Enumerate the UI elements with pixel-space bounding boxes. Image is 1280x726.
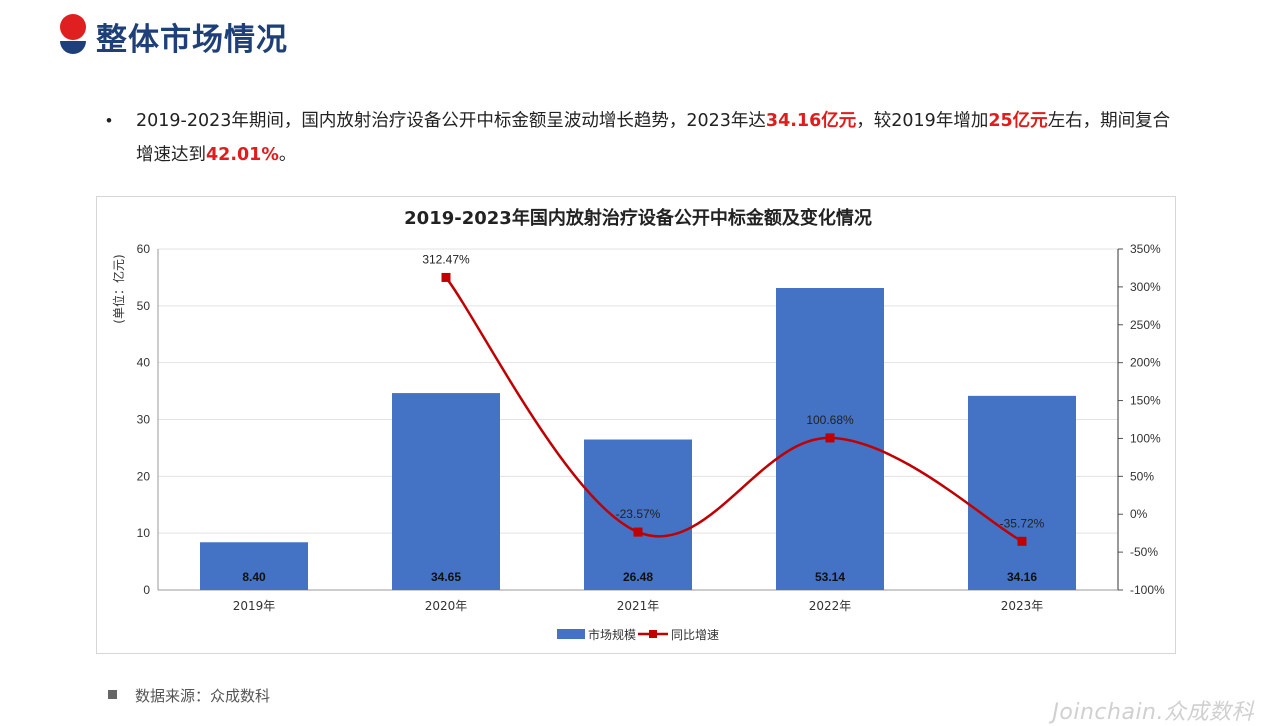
chart-container: 2019-2023年国内放射治疗设备公开中标金额及变化情况 0 10 20 30 40 50… <box>96 196 1176 654</box>
bullet-icon: • <box>106 111 112 130</box>
line-value-label: -35.72% <box>1000 516 1045 530</box>
summary-part: 2019-2023年期间，国内放射治疗设备公开中标金额呈波动增长趋势，2023年… <box>136 111 766 131</box>
x-tick-label: 2022年 <box>809 599 852 613</box>
y-tick-label-left: 10 <box>137 526 151 540</box>
growth-line <box>445 276 1023 543</box>
bar-value-label: 26.48 <box>623 570 653 584</box>
y-tick-label-left: 0 <box>143 583 150 597</box>
x-tick-label: 2023年 <box>1001 599 1044 613</box>
line-point <box>825 433 835 443</box>
y-tick-label-left: 20 <box>137 469 151 483</box>
legend-label-bar: 市场规模 <box>588 627 636 642</box>
y-tick-label-left: 50 <box>137 299 151 313</box>
x-tick-label: 2020年 <box>425 599 468 613</box>
legend-label-line: 同比增速 <box>671 628 719 642</box>
summary-text: 2019-2023年期间，国内放射治疗设备公开中标金额呈波动增长趋势，2023年… <box>136 104 1176 172</box>
x-tick-label: 2021年 <box>617 599 660 613</box>
y-axis-label: (单位：亿元) <box>111 254 126 323</box>
bar-value-label: 34.16 <box>1007 570 1037 584</box>
brand-watermark: Joinchain.众成数科 <box>1052 700 1254 725</box>
y-tick-label-left: 60 <box>137 242 151 256</box>
chart-svg: 2019-2023年国内放射治疗设备公开中标金额及变化情况 0 10 20 30 40 50… <box>111 207 1165 642</box>
summary-highlight: 42.01% <box>206 145 279 165</box>
y-tick-label-right: 0% <box>1130 507 1148 521</box>
summary-part: 。 <box>278 145 297 165</box>
square-icon <box>108 690 117 699</box>
y-tick-label-right: -50% <box>1130 545 1158 559</box>
bar <box>968 395 1076 590</box>
x-tick-label: 2019年 <box>233 599 276 613</box>
summary-highlight: 34.16亿元 <box>765 111 857 131</box>
y-tick-label-left: 30 <box>137 413 151 427</box>
line-point <box>633 527 643 537</box>
y-tick-label-right: -100% <box>1130 583 1165 597</box>
summary-highlight: 25亿元 <box>988 111 1048 131</box>
bar <box>200 542 308 590</box>
summary-part: ，较2019年增加 <box>856 111 989 131</box>
page-title: 整体市场情况 <box>96 22 288 58</box>
logo-icon <box>58 14 88 54</box>
line-value-label: -23.57% <box>616 507 661 521</box>
y-tick-label-right: 150% <box>1130 394 1161 408</box>
line-point <box>1017 536 1027 546</box>
bar-value-label: 8.40 <box>242 570 266 584</box>
bar <box>584 439 692 590</box>
y-tick-label-right: 300% <box>1130 280 1161 294</box>
y-tick-label-right: 250% <box>1130 318 1161 332</box>
line-value-label: 312.47% <box>422 252 470 266</box>
y-tick-label-right: 200% <box>1130 356 1161 370</box>
line-point <box>441 272 451 282</box>
bar <box>392 393 500 590</box>
line-value-label: 100.68% <box>806 413 854 427</box>
y-tick-label-right: 100% <box>1130 431 1161 445</box>
legend-swatch-bar <box>557 629 585 639</box>
chart-title: 2019-2023年国内放射治疗设备公开中标金额及变化情况 <box>404 207 872 229</box>
y-tick-label-left: 40 <box>137 356 151 370</box>
source-label: 数据来源：众成数科 <box>135 687 271 705</box>
y-tick-label-right: 350% <box>1130 242 1161 256</box>
bar-value-label: 34.65 <box>431 570 461 584</box>
bar-value-label: 53.14 <box>815 570 845 584</box>
y-tick-label-right: 50% <box>1130 469 1154 483</box>
legend-marker-line <box>649 630 657 638</box>
data-source: 数据来源：众成数科 <box>108 685 270 706</box>
summary-part: 左右，期间复合增速达到 <box>136 111 1171 165</box>
